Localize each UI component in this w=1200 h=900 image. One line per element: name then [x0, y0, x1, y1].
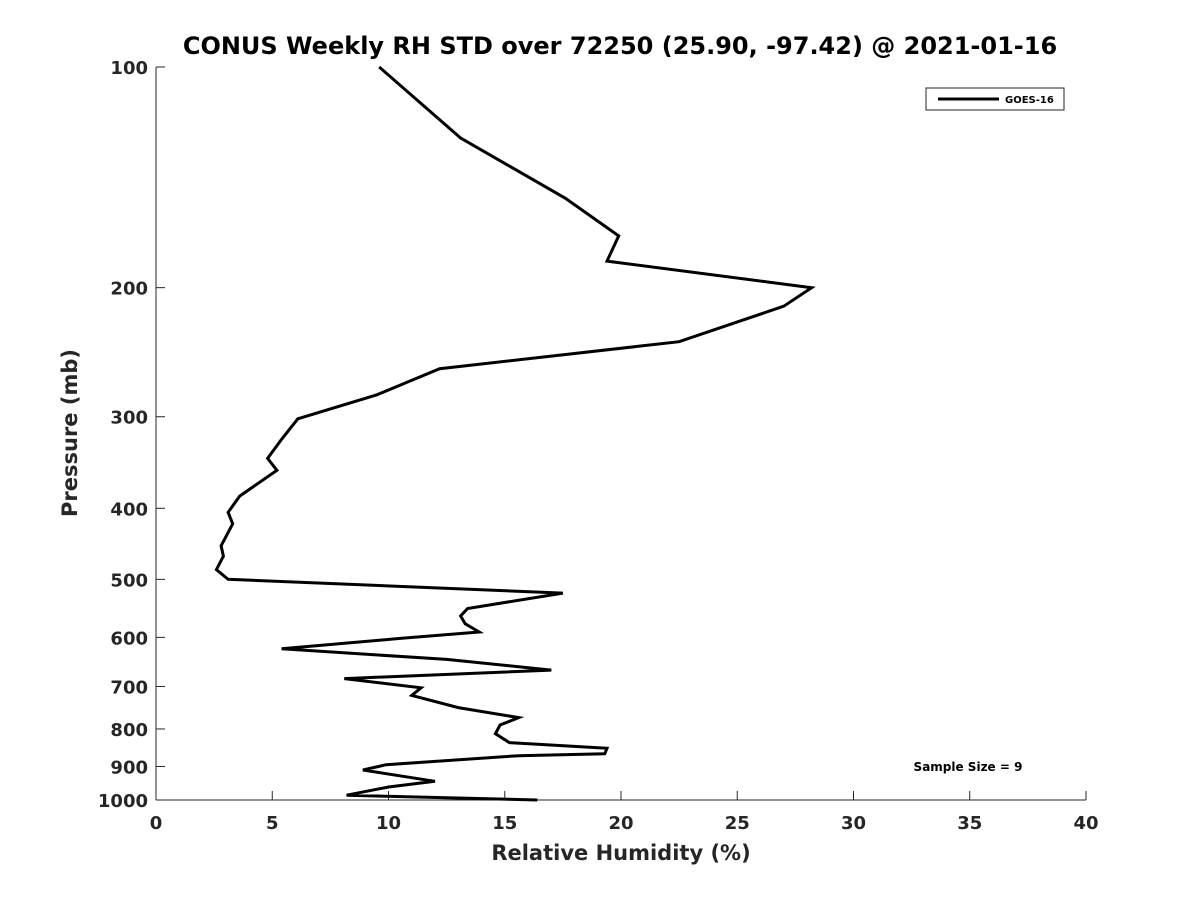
y-axis-label: Pressure (mb): [58, 349, 82, 517]
y-tick-label-100: 100: [110, 58, 148, 79]
series-layer: [214, 65, 816, 802]
x-tick-label-40: 40: [1073, 813, 1098, 834]
x-tick-label-35: 35: [957, 813, 982, 834]
x-tick-label-5: 5: [266, 813, 279, 834]
y-tick-label-600: 600: [110, 628, 148, 649]
x-tick-label-0: 0: [150, 813, 163, 834]
y-tick-label-1000: 1000: [98, 791, 148, 812]
y-tick-label-200: 200: [110, 279, 148, 300]
chart-title: CONUS Weekly RH STD over 72250 (25.90, -…: [183, 32, 1057, 60]
plot-axes: [155, 67, 1086, 801]
x-tick-label-10: 10: [376, 813, 401, 834]
x-tick-label-15: 15: [492, 813, 517, 834]
y-tick-label-700: 700: [110, 677, 148, 698]
x-axis-label: Relative Humidity (%): [491, 841, 750, 865]
y-tick-label-500: 500: [110, 570, 148, 591]
legend: GOES-16: [925, 87, 1065, 111]
x-tick-label-25: 25: [725, 813, 750, 834]
y-tick-label-900: 900: [110, 757, 148, 778]
y-tick-label-800: 800: [110, 720, 148, 741]
x-tick-label-20: 20: [608, 813, 633, 834]
legend-entry-goes-16: GOES-16: [1005, 95, 1054, 106]
y-tick-label-400: 400: [110, 499, 148, 520]
y-tick-label-300: 300: [110, 408, 148, 429]
y-ticks: 100 200 300 400 500 600 700 800 900 1000: [98, 58, 165, 812]
x-ticks: 0 5 10 15 20 25 30 35 40: [150, 791, 1099, 834]
sample-size-annotation: Sample Size = 9: [914, 760, 1023, 774]
series-line-goes-16: [214, 65, 816, 802]
x-tick-label-30: 30: [841, 813, 866, 834]
